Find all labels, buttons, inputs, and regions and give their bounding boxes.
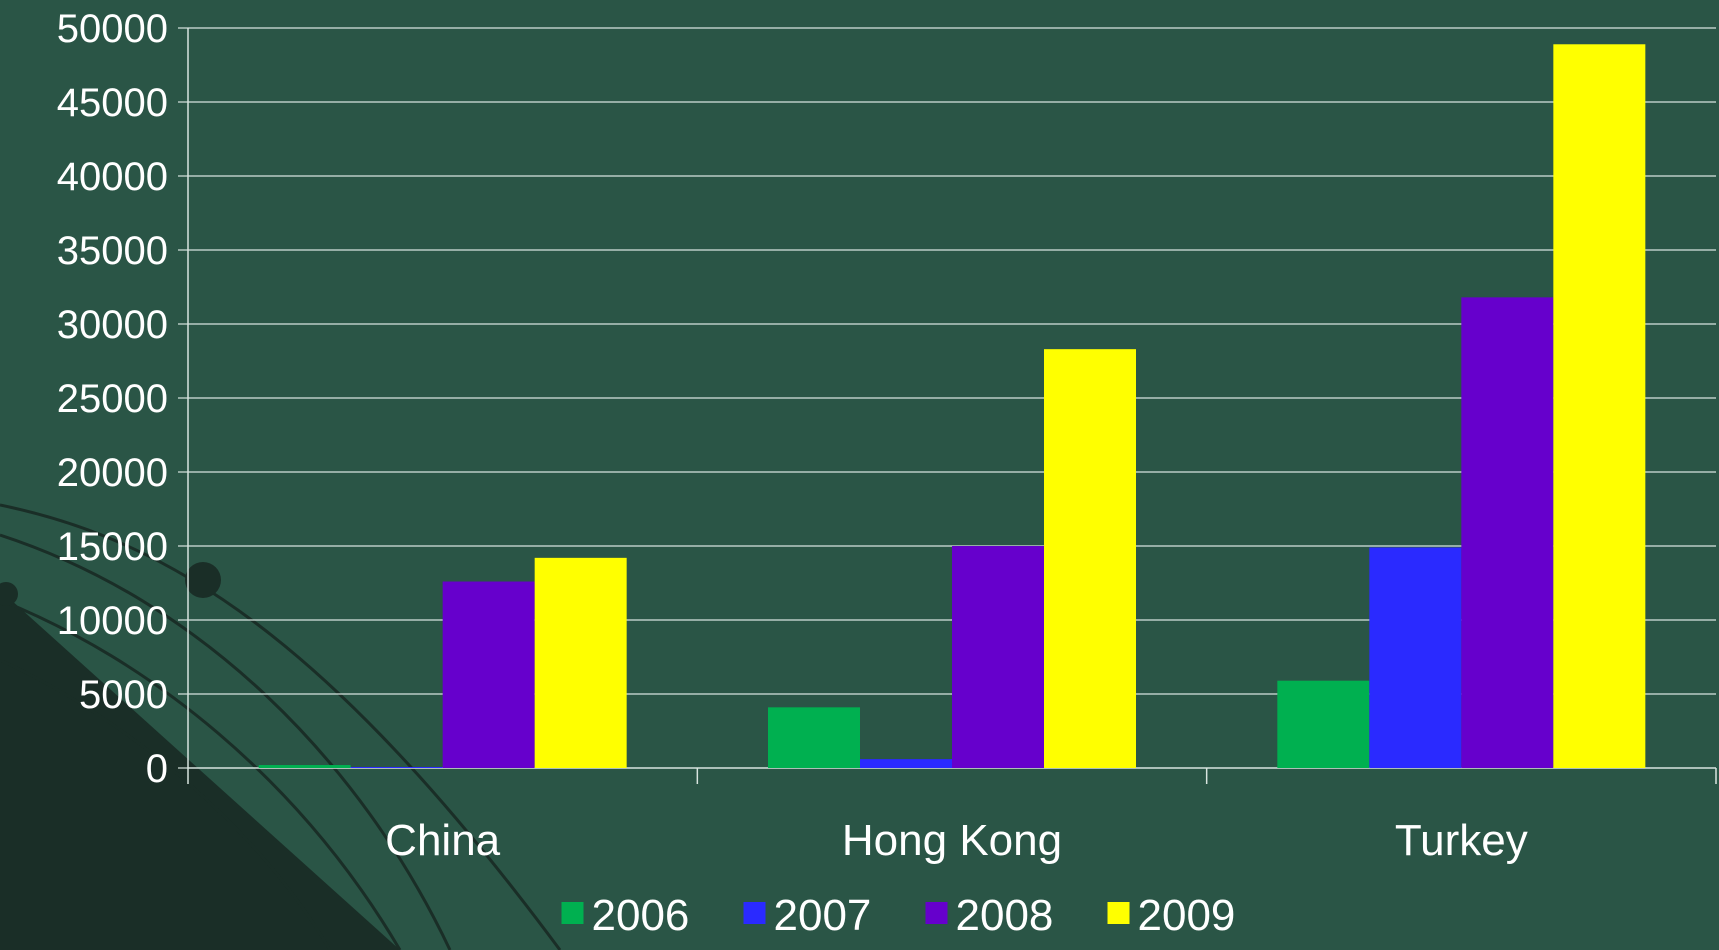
bar-2008-china xyxy=(442,581,535,768)
x-tick-label: Turkey xyxy=(1395,816,1528,865)
bars xyxy=(258,44,1646,768)
bar-2006-hong-kong xyxy=(768,707,860,768)
y-tick-label: 30000 xyxy=(57,303,168,347)
bar-2009-turkey xyxy=(1553,44,1646,768)
bar-2007-hong-kong xyxy=(860,759,952,768)
x-tick-label: China xyxy=(385,816,500,865)
legend-item-2009: 2009 xyxy=(1107,891,1236,940)
legend-label: 2007 xyxy=(774,891,872,940)
bar-2006-china xyxy=(258,765,351,768)
y-tick-label: 25000 xyxy=(57,377,168,421)
y-tick-label: 5000 xyxy=(79,673,168,717)
legend-label: 2008 xyxy=(956,891,1054,940)
legend-swatch xyxy=(1107,902,1130,924)
legend-swatch xyxy=(743,902,766,924)
x-tick-label: Hong Kong xyxy=(842,816,1062,865)
y-tick-label: 45000 xyxy=(57,81,168,125)
legend-swatch xyxy=(561,902,584,924)
legend-label: 2006 xyxy=(592,891,690,940)
legend-item-2008: 2008 xyxy=(925,891,1054,940)
decorative-dark-wedge xyxy=(0,590,400,950)
y-axis-tick-labels: 0 5000 10000 15000 20000 25000 30000 35000 40000… xyxy=(57,7,168,791)
legend: 2006 2007 2008 2009 xyxy=(561,891,1236,940)
decorative-dot xyxy=(0,582,18,606)
legend-label: 2009 xyxy=(1138,891,1236,940)
bar-2009-hong-kong xyxy=(1044,349,1136,768)
bar-2009-china xyxy=(534,557,627,768)
decorative-dot xyxy=(185,562,221,598)
legend-swatch xyxy=(925,902,948,924)
bar-2007-turkey xyxy=(1369,547,1462,768)
legend-item-2006: 2006 xyxy=(561,891,690,940)
y-tick-label: 10000 xyxy=(57,599,168,643)
bar-2008-hong-kong xyxy=(952,546,1044,768)
bar-2006-turkey xyxy=(1277,680,1370,768)
bar-2007-china xyxy=(350,767,443,768)
decorative-curve xyxy=(0,598,402,950)
decorative-curve xyxy=(0,503,562,950)
y-tick-label: 35000 xyxy=(57,229,168,273)
decorative-curve xyxy=(0,533,452,950)
y-tick-label: 0 xyxy=(146,747,168,791)
bar-2008-turkey xyxy=(1461,297,1554,768)
y-tick-label: 20000 xyxy=(57,451,168,495)
x-axis-tick-labels: China Hong Kong Turkey xyxy=(385,816,1528,865)
y-tick-label: 15000 xyxy=(57,525,168,569)
legend-item-2007: 2007 xyxy=(743,891,872,940)
y-tick-label: 50000 xyxy=(57,7,168,51)
y-tick-label: 40000 xyxy=(57,155,168,199)
